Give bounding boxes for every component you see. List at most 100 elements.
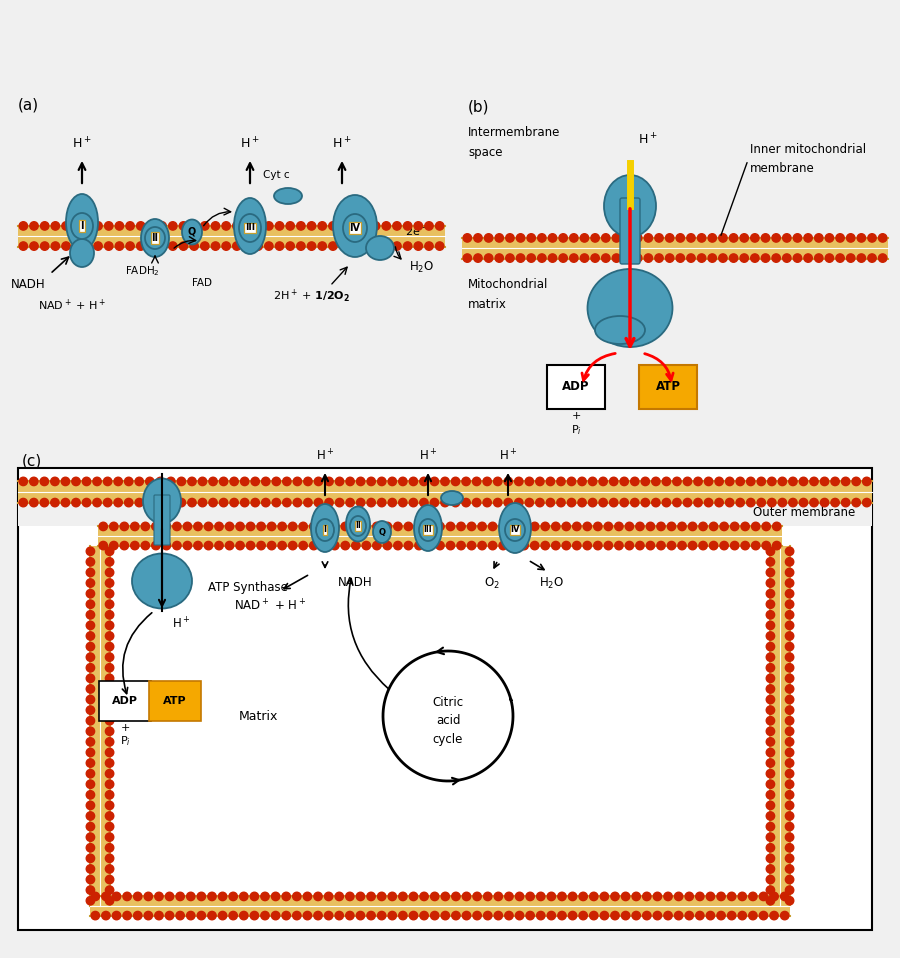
Text: I: I [323, 526, 327, 535]
Circle shape [541, 541, 549, 550]
Circle shape [761, 254, 770, 262]
Circle shape [536, 892, 545, 901]
Circle shape [105, 790, 113, 799]
Ellipse shape [346, 507, 370, 541]
Ellipse shape [132, 554, 192, 608]
Circle shape [105, 727, 113, 736]
Circle shape [162, 541, 171, 550]
Circle shape [673, 477, 681, 486]
Circle shape [562, 541, 571, 550]
Circle shape [495, 254, 503, 262]
Circle shape [546, 477, 554, 486]
Circle shape [105, 748, 113, 757]
Circle shape [30, 477, 38, 486]
Circle shape [148, 221, 156, 230]
Circle shape [786, 685, 794, 694]
Circle shape [158, 241, 166, 250]
Circle shape [19, 241, 28, 250]
Circle shape [293, 477, 302, 486]
Circle shape [688, 541, 697, 550]
Circle shape [694, 477, 702, 486]
Circle shape [729, 234, 738, 242]
Circle shape [105, 631, 113, 640]
Circle shape [166, 892, 174, 901]
Circle shape [504, 498, 512, 507]
Circle shape [515, 498, 523, 507]
Circle shape [591, 234, 599, 242]
Circle shape [766, 664, 775, 672]
Circle shape [110, 541, 118, 550]
Circle shape [197, 892, 205, 901]
Circle shape [209, 477, 217, 486]
Circle shape [676, 234, 685, 242]
Circle shape [483, 892, 492, 901]
Ellipse shape [373, 521, 391, 543]
Circle shape [426, 541, 434, 550]
Circle shape [493, 477, 502, 486]
Circle shape [783, 254, 791, 262]
Ellipse shape [182, 219, 202, 244]
Circle shape [166, 498, 176, 507]
Circle shape [662, 477, 670, 486]
Text: 2H$^+$ + $\mathbf{1/2O_2}$: 2H$^+$ + $\mathbf{1/2O_2}$ [274, 288, 351, 305]
Circle shape [292, 911, 301, 920]
Circle shape [821, 477, 829, 486]
Circle shape [388, 498, 397, 507]
Circle shape [878, 254, 886, 262]
Circle shape [810, 477, 818, 486]
Circle shape [472, 477, 481, 486]
Ellipse shape [66, 194, 98, 250]
Circle shape [102, 892, 110, 901]
Text: III: III [245, 223, 255, 233]
Circle shape [86, 610, 94, 619]
Circle shape [262, 477, 270, 486]
Circle shape [201, 241, 209, 250]
Circle shape [580, 234, 589, 242]
Circle shape [766, 738, 775, 746]
Circle shape [720, 541, 728, 550]
Circle shape [557, 498, 565, 507]
Circle shape [19, 221, 28, 230]
Text: II: II [151, 233, 158, 243]
Circle shape [478, 541, 486, 550]
Text: Cyt c: Cyt c [263, 170, 289, 180]
Circle shape [99, 541, 107, 550]
Text: (b): (b) [468, 100, 490, 115]
Circle shape [292, 892, 301, 901]
Circle shape [731, 541, 739, 550]
Circle shape [786, 822, 794, 831]
Circle shape [190, 221, 198, 230]
Circle shape [631, 477, 639, 486]
Circle shape [314, 477, 323, 486]
Circle shape [462, 498, 471, 507]
Circle shape [786, 855, 794, 862]
Circle shape [124, 498, 133, 507]
Circle shape [320, 541, 328, 550]
Circle shape [678, 541, 686, 550]
Circle shape [176, 911, 184, 920]
Circle shape [766, 855, 775, 862]
Circle shape [499, 541, 508, 550]
Circle shape [91, 892, 100, 901]
Circle shape [517, 234, 525, 242]
Circle shape [335, 911, 344, 920]
Circle shape [517, 254, 525, 262]
Circle shape [598, 477, 608, 486]
Circle shape [464, 254, 472, 262]
Circle shape [799, 498, 807, 507]
Circle shape [272, 477, 281, 486]
Ellipse shape [366, 236, 394, 260]
Circle shape [590, 892, 598, 901]
Circle shape [414, 221, 422, 230]
Circle shape [137, 221, 145, 230]
Circle shape [530, 522, 539, 531]
Circle shape [852, 498, 860, 507]
Circle shape [293, 498, 302, 507]
Circle shape [335, 892, 344, 901]
Circle shape [188, 477, 196, 486]
Circle shape [105, 558, 113, 566]
Circle shape [751, 234, 759, 242]
Circle shape [598, 498, 608, 507]
Circle shape [441, 498, 449, 507]
Circle shape [760, 892, 768, 901]
